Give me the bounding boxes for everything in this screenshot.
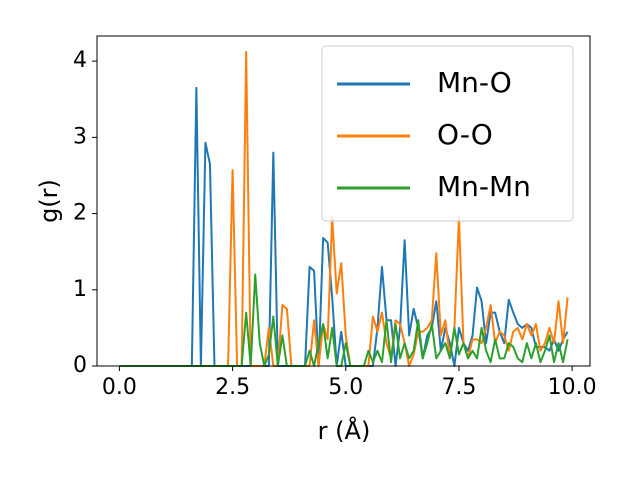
legend-label: Mn-O: [437, 66, 512, 99]
x-tick-label: 0.0: [102, 375, 137, 400]
x-tick-label: 2.5: [215, 375, 250, 400]
y-axis-label: g(r): [35, 179, 63, 223]
legend-label: Mn-Mn: [437, 170, 531, 203]
x-axis-label: r (Å): [318, 416, 371, 445]
x-tick-label: 7.5: [441, 375, 476, 400]
legend-box: [321, 45, 574, 222]
y-tick-label: 1: [73, 277, 87, 302]
y-tick-label: 2: [73, 201, 87, 226]
y-tick-label: 0: [73, 353, 87, 378]
axes-frame: [96, 35, 591, 367]
y-tick-label: 4: [73, 48, 87, 73]
x-tick-label: 5.0: [328, 375, 363, 400]
x-tick-label: 10.0: [548, 375, 597, 400]
y-tick-label: 3: [73, 124, 87, 149]
legend-label: O-O: [437, 118, 493, 151]
data-line: [119, 86, 569, 367]
